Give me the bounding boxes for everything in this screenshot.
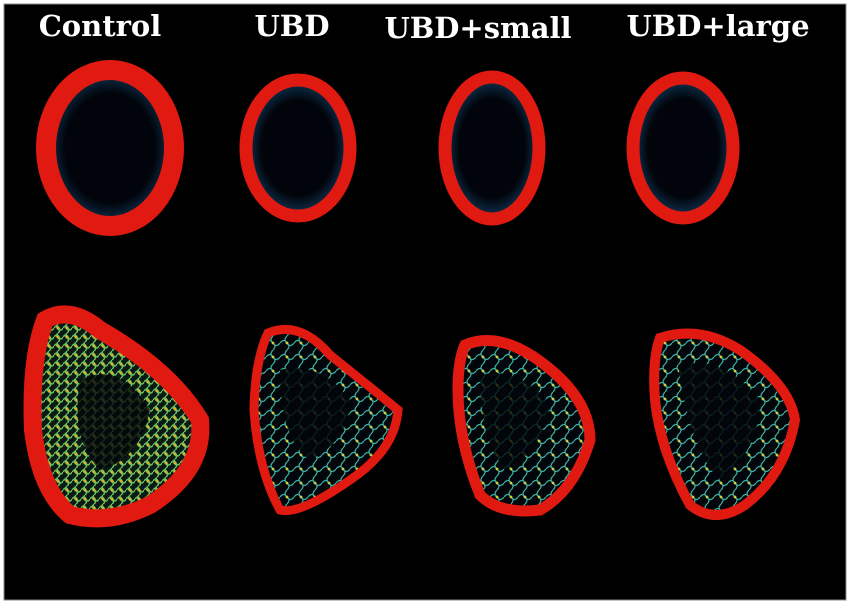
label: UBD xyxy=(255,9,330,43)
cortical-sections xyxy=(36,60,740,236)
label: UBD+small xyxy=(384,11,571,45)
label: UBD+large xyxy=(626,9,809,43)
label: Control xyxy=(39,9,162,43)
trabecular-sections xyxy=(23,305,801,528)
